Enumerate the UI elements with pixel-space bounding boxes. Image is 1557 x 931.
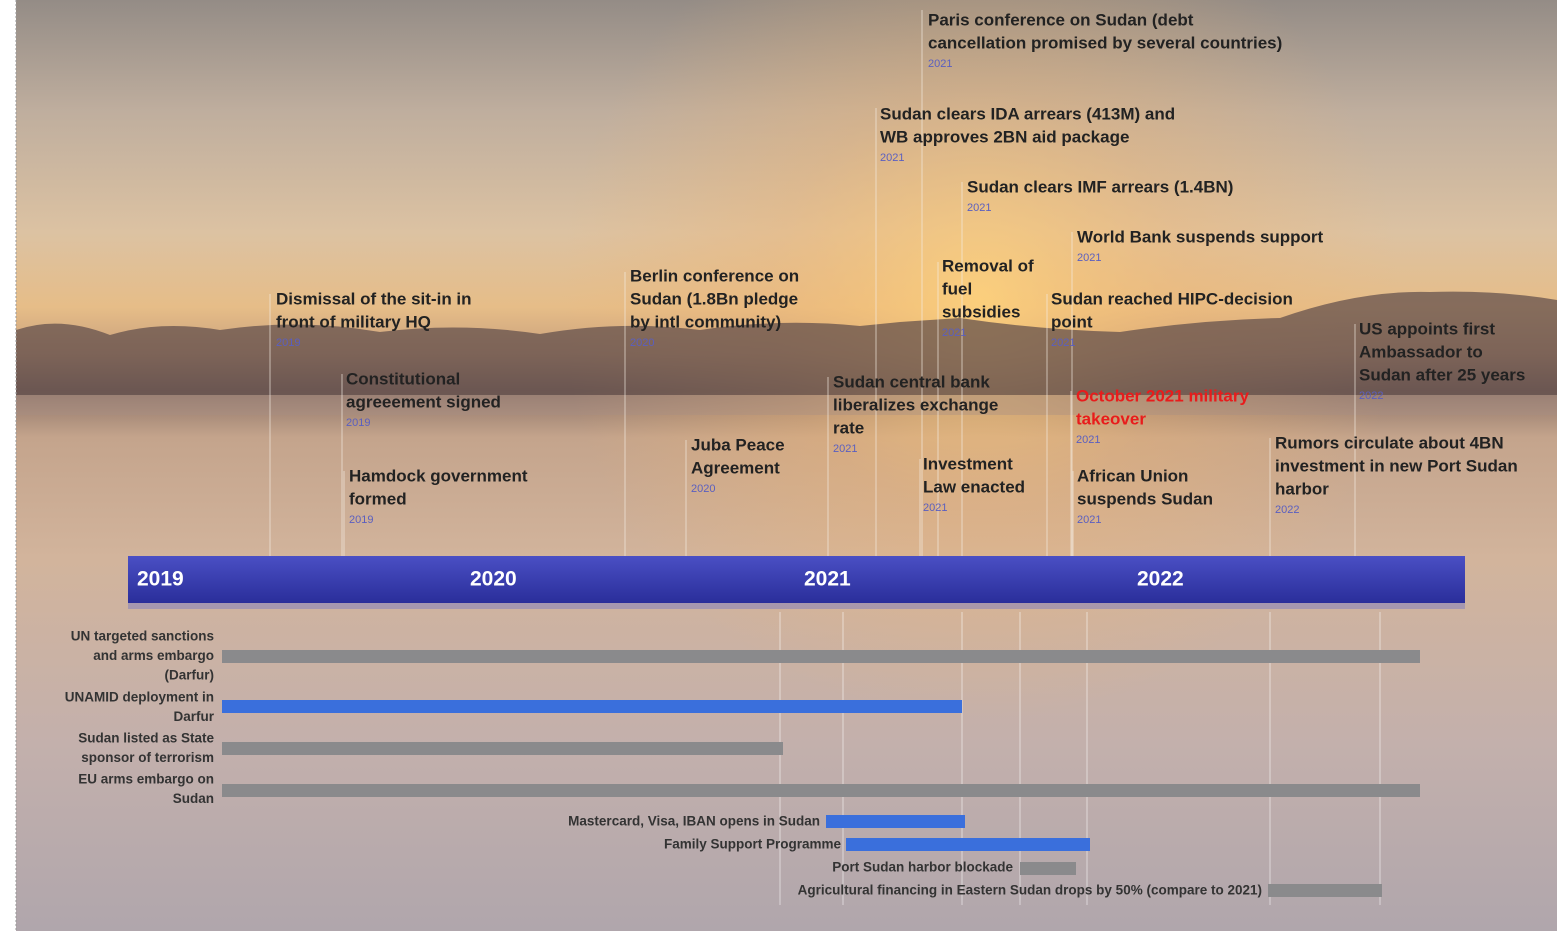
- bar-label: Sudan: [173, 791, 214, 806]
- bar-label: EU arms embargo on: [78, 772, 214, 787]
- event-text: point: [1051, 312, 1093, 331]
- range-bar: [1268, 884, 1382, 897]
- event-text: US appoints first: [1359, 319, 1495, 338]
- event-text: Investment: [923, 454, 1013, 473]
- event-text: subsidies: [942, 302, 1020, 321]
- event-text: Paris conference on Sudan (debt: [928, 10, 1194, 29]
- event-text: Sudan clears IDA arrears (413M) and: [880, 104, 1175, 123]
- event-year: 2021: [967, 202, 991, 214]
- event-text: WB approves 2BN aid package: [880, 127, 1129, 146]
- range-bar: [222, 650, 1420, 663]
- bar-label: Sudan listed as State: [78, 731, 214, 746]
- event-text: takeover: [1076, 409, 1146, 428]
- event-text: Rumors circulate about 4BN: [1275, 433, 1504, 452]
- event-text: cancellation promised by several countri…: [928, 33, 1282, 52]
- bar-label: Darfur: [173, 709, 214, 724]
- axis-year: 2020: [470, 568, 517, 591]
- event-text: Sudan (1.8Bn pledge: [630, 289, 798, 308]
- event-text: Constitutional: [346, 369, 460, 388]
- event-text: agreeement signed: [346, 392, 501, 411]
- bar-label: Agricultural financing in Eastern Sudan …: [798, 883, 1262, 898]
- event-year: 2019: [276, 337, 300, 349]
- event-year: 2022: [1275, 504, 1299, 516]
- event-text: World Bank suspends support: [1077, 227, 1324, 246]
- event-text: harbor: [1275, 479, 1329, 498]
- event-text: liberalizes exchange: [833, 395, 998, 414]
- event-year: 2021: [1051, 337, 1075, 349]
- bar-label: Family Support Programme: [664, 837, 842, 852]
- event-text: Ambassador to: [1359, 342, 1483, 361]
- event-text: Agreement: [691, 458, 780, 477]
- event-year: 2020: [630, 337, 654, 349]
- axis-year: 2021: [804, 568, 851, 591]
- event-text: by intl community): [630, 312, 781, 331]
- event-text: Berlin conference on: [630, 266, 799, 285]
- bar-label: UN targeted sanctions: [71, 629, 214, 644]
- event-year: 2021: [923, 502, 947, 514]
- range-bar: [222, 742, 783, 755]
- event-year: 2021: [942, 327, 966, 339]
- event-text: Dismissal of the sit-in in: [276, 289, 472, 308]
- event-text: rate: [833, 418, 864, 437]
- bar-label: Port Sudan harbor blockade: [832, 860, 1013, 875]
- axis-year: 2019: [137, 568, 184, 591]
- event-text: Law enacted: [923, 477, 1025, 496]
- event-text: suspends Sudan: [1077, 489, 1213, 508]
- event-text: African Union: [1077, 466, 1188, 485]
- bar-label: sponsor of terrorism: [81, 750, 214, 765]
- event-year: 2021: [833, 443, 857, 455]
- infographic: Paris conference on Sudan (debt cancellat…: [0, 0, 1557, 931]
- event-text: Sudan central bank: [833, 372, 990, 391]
- event-year: 2021: [1076, 434, 1100, 446]
- bar-label: and arms embargo: [93, 648, 214, 663]
- event-year: 2022: [1359, 390, 1383, 402]
- event-text: Sudan after 25 years: [1359, 365, 1525, 384]
- bar-label: Mastercard, Visa, IBAN opens in Sudan: [568, 814, 820, 829]
- event-text: front of military HQ: [276, 312, 431, 331]
- event-year: 2021: [880, 152, 904, 164]
- event-year: 2020: [691, 483, 715, 495]
- event-text: October 2021 military: [1076, 386, 1249, 405]
- event-text: fuel: [942, 279, 972, 298]
- page: { "timeline": {"years": ["2019", "2020",…: [0, 0, 1557, 931]
- event-text: Hamdock government: [349, 466, 528, 485]
- range-bar: [826, 815, 965, 828]
- event-text: Sudan reached HIPC-decision: [1051, 289, 1293, 308]
- event-text: investment in new Port Sudan: [1275, 456, 1518, 475]
- event-text: formed: [349, 489, 407, 508]
- event-text: Removal of: [942, 256, 1034, 275]
- axis-year: 2022: [1137, 568, 1184, 591]
- range-bar: [222, 700, 962, 713]
- event-year: 2021: [1077, 252, 1101, 264]
- range-bar: [1020, 862, 1076, 875]
- event-year: 2019: [349, 514, 373, 526]
- event-year: 2021: [1077, 514, 1101, 526]
- range-bar: [846, 838, 1090, 851]
- event-year: 2019: [346, 417, 370, 429]
- range-bar: [222, 784, 1420, 797]
- bar-label: UNAMID deployment in: [65, 690, 214, 705]
- event-text: Sudan clears IMF arrears (1.4BN): [967, 177, 1233, 196]
- timeline-axis: [128, 556, 1465, 609]
- bar-label: (Darfur): [165, 668, 215, 683]
- event-text: Juba Peace: [691, 435, 785, 454]
- event-year: 2021: [928, 58, 952, 70]
